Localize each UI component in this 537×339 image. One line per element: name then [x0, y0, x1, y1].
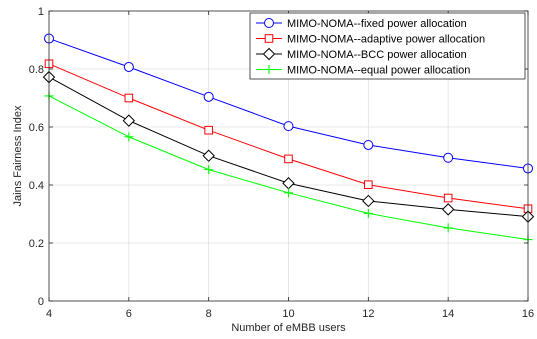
data-point	[443, 152, 454, 163]
series-circle	[44, 33, 533, 174]
data-point	[363, 139, 374, 150]
data-point	[443, 193, 453, 203]
y-axis-label: Jains Fairness Index	[12, 105, 24, 206]
x-tick-label: 12	[362, 308, 374, 320]
data-point	[363, 208, 373, 218]
data-point	[202, 149, 215, 162]
y-tick-label: 0.6	[29, 122, 44, 134]
x-tick-label: 4	[46, 308, 52, 320]
series-layer	[42, 33, 535, 245]
data-point	[284, 188, 293, 198]
axis-ticks: 4 6 8 10 12 14 16 0 0.2 0.4 0.6 0.8 1	[29, 6, 534, 320]
x-tick-label: 8	[206, 308, 212, 320]
legend-box	[249, 12, 526, 80]
legend-label: MIMO-NOMA--adaptive power allocation	[287, 34, 485, 46]
data-point	[443, 223, 453, 233]
data-point	[204, 125, 213, 135]
x-tick-label: 14	[442, 308, 454, 320]
data-point	[203, 91, 214, 102]
x-tick-label: 6	[126, 308, 132, 320]
data-point	[124, 93, 134, 103]
y-tick-label: 1	[38, 6, 44, 18]
x-axis-label: Number of eMBB users	[231, 322, 346, 334]
legend-marker	[264, 18, 274, 28]
data-point	[364, 180, 373, 190]
data-point	[362, 194, 375, 208]
legend-label: MIMO-NOMA--equal power allocation	[287, 65, 470, 77]
data-point	[283, 121, 294, 132]
series-plus	[44, 91, 533, 245]
legend: MIMO-NOMA--fixed power allocation MIMO-NO…	[249, 12, 526, 80]
legend-marker	[262, 47, 276, 61]
y-tick-label: 0.2	[29, 238, 44, 250]
legend-label: MIMO-NOMA--BCC power allocation	[287, 49, 467, 61]
legend-label: MIMO-NOMA--fixed power allocation	[287, 18, 467, 30]
data-point	[124, 132, 134, 142]
data-point	[122, 114, 136, 127]
x-tick-label: 10	[282, 308, 294, 320]
legend-item: MIMO-NOMA--BCC power allocation	[256, 47, 467, 61]
legend-item: MIMO-NOMA--fixed power allocation	[256, 18, 467, 30]
legend-marker	[264, 65, 274, 74]
y-tick-label: 0.4	[29, 180, 44, 192]
legend-item: MIMO-NOMA--adaptive power allocation	[256, 34, 485, 46]
y-tick-label: 0	[38, 296, 44, 308]
data-point	[204, 165, 214, 175]
legend-marker	[264, 34, 274, 43]
data-point	[123, 61, 134, 72]
series-diamond	[42, 70, 535, 223]
x-tick-label: 16	[522, 308, 534, 320]
legend-item: MIMO-NOMA--equal power allocation	[256, 65, 470, 77]
data-point	[284, 154, 293, 164]
data-point	[441, 203, 455, 216]
y-tick-label: 0.8	[29, 64, 44, 76]
